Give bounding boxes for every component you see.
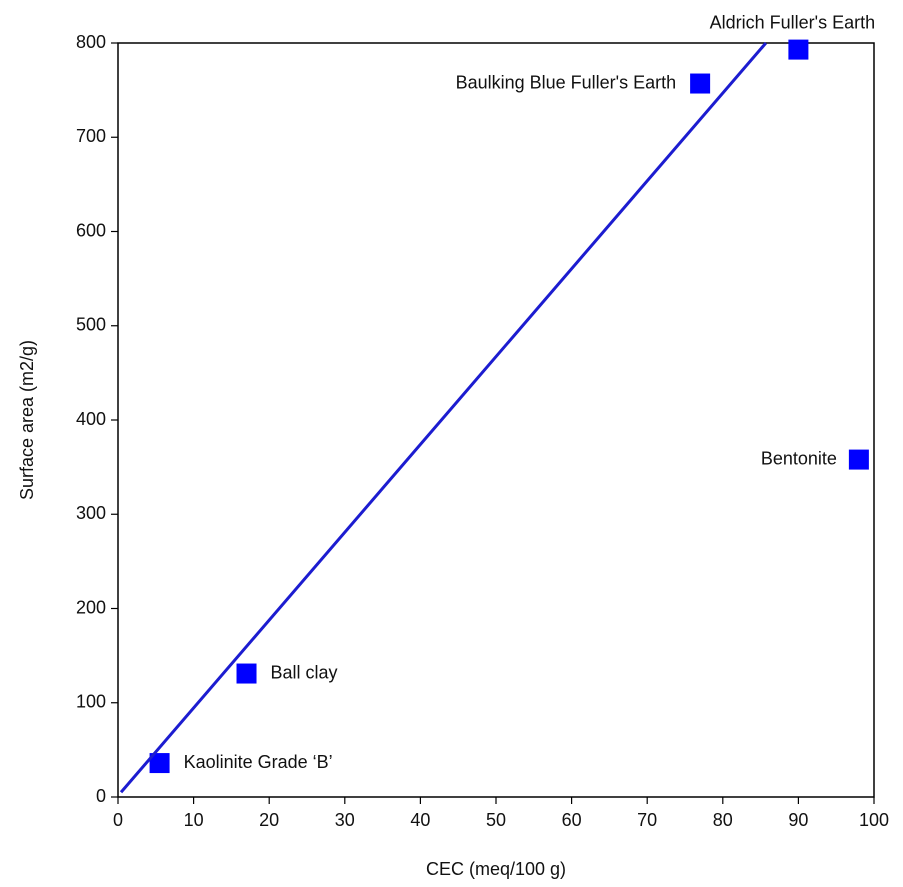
x-tick-label: 80 bbox=[713, 810, 733, 830]
x-tick-label: 90 bbox=[788, 810, 808, 830]
y-axis-label: Surface area (m2/g) bbox=[17, 340, 37, 500]
x-tick-label: 30 bbox=[335, 810, 355, 830]
x-tick-label: 60 bbox=[562, 810, 582, 830]
x-axis-label: CEC (meq/100 g) bbox=[426, 859, 566, 879]
x-tick-label: 0 bbox=[113, 810, 123, 830]
x-tick-label: 40 bbox=[410, 810, 430, 830]
point bbox=[690, 73, 711, 94]
point-label: Kaolinite Grade ‘B’ bbox=[184, 752, 333, 772]
y-tick-label: 400 bbox=[76, 409, 106, 429]
x-tick-label: 10 bbox=[184, 810, 204, 830]
y-tick-label: 0 bbox=[96, 786, 106, 806]
point-label: Bentonite bbox=[761, 448, 837, 468]
y-tick-label: 500 bbox=[76, 315, 106, 335]
y-tick-label: 800 bbox=[76, 32, 106, 52]
y-tick-label: 600 bbox=[76, 220, 106, 240]
point bbox=[788, 39, 809, 60]
y-tick-label: 100 bbox=[76, 692, 106, 712]
x-tick-label: 70 bbox=[637, 810, 657, 830]
point bbox=[236, 663, 257, 684]
y-tick-label: 200 bbox=[76, 597, 106, 617]
point bbox=[848, 449, 869, 470]
point-label: Baulking Blue Fuller's Earth bbox=[456, 72, 677, 92]
fit-line bbox=[119, 42, 768, 794]
point-label: Ball clay bbox=[271, 662, 338, 682]
point bbox=[149, 753, 170, 774]
plot-frame bbox=[117, 42, 875, 798]
point-label: Aldrich Fuller's Earth bbox=[710, 12, 876, 32]
x-tick-label: 20 bbox=[259, 810, 279, 830]
x-tick-label: 50 bbox=[486, 810, 506, 830]
y-tick-label: 300 bbox=[76, 503, 106, 523]
x-tick-label: 100 bbox=[859, 810, 889, 830]
y-tick-label: 700 bbox=[76, 126, 106, 146]
